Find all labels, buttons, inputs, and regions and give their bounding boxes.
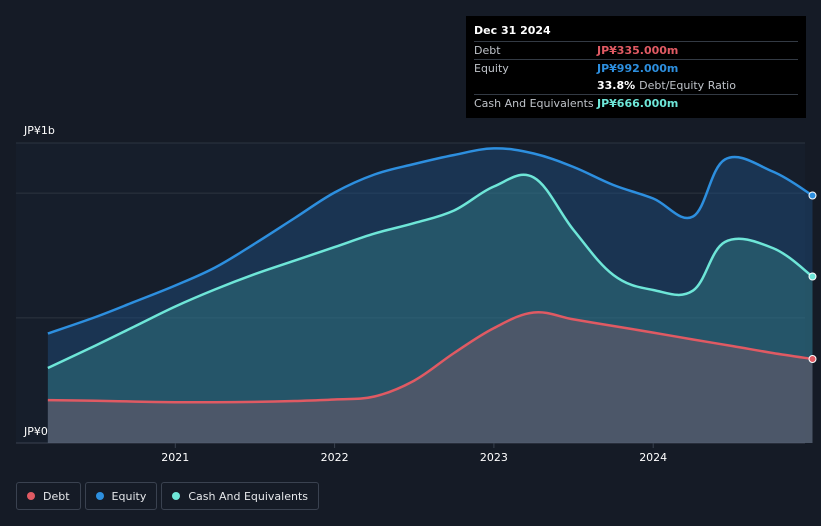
series-areas xyxy=(47,148,813,443)
tooltip-cash-row: Cash And Equivalents JP¥666.000m xyxy=(474,94,798,112)
tooltip-ratio-label: Debt/Equity Ratio xyxy=(639,79,736,92)
x-axis: 2021 2022 2023 2024 xyxy=(161,443,667,464)
legend-item-equity[interactable]: Equity xyxy=(84,482,158,510)
end-markers xyxy=(808,191,817,363)
series-lines xyxy=(47,147,814,404)
legend-dot-debt xyxy=(27,492,35,500)
tooltip-ratio-percent: 33.8% xyxy=(597,79,636,92)
tooltip-equity-row: Equity JP¥992.000m xyxy=(474,59,798,77)
tooltip-cash-value: JP¥666.000m xyxy=(597,97,679,110)
equity-line xyxy=(47,147,814,335)
tooltip-debt-value: JP¥335.000m xyxy=(597,44,679,57)
legend-item-cash[interactable]: Cash And Equivalents xyxy=(161,482,319,510)
legend-dot-equity xyxy=(95,492,104,500)
tooltip-ratio-row: 33.8% Debt/Equity Ratio xyxy=(474,77,798,94)
legend-label-equity: Equity xyxy=(111,489,147,503)
debt-area xyxy=(47,312,813,443)
y-tick-label: JP¥1b xyxy=(23,124,55,137)
tooltip-date: Dec 31 2024 xyxy=(474,24,551,37)
legend-label-debt: Debt xyxy=(43,489,70,503)
equity-end-marker xyxy=(808,191,817,200)
tooltip-panel: Dec 31 2024 Debt JP¥335.000m Equity JP¥9… xyxy=(466,16,806,118)
x-tick-label: 2024 xyxy=(639,451,667,464)
chart-legend: Debt Equity Cash And Equivalents xyxy=(16,482,323,510)
x-tick-label: 2021 xyxy=(161,451,189,464)
y-axis: JP¥1b JP¥0 xyxy=(23,124,55,438)
legend-label-cash: Cash And Equivalents xyxy=(188,489,308,503)
tooltip-debt-label: Debt xyxy=(474,44,501,57)
tooltip-cash-label: Cash And Equivalents xyxy=(474,97,594,110)
x-tick-label: 2022 xyxy=(321,451,349,464)
tooltip-equity-value: JP¥992.000m xyxy=(597,62,679,75)
debt-line xyxy=(47,310,813,404)
cash-end-marker xyxy=(808,272,817,281)
tooltip-equity-label: Equity xyxy=(474,62,509,75)
legend-item-debt[interactable]: Debt xyxy=(16,482,81,510)
x-tick-label: 2023 xyxy=(480,451,508,464)
legend-dot-cash xyxy=(172,492,181,500)
tooltip-debt-row: Debt JP¥335.000m xyxy=(474,41,798,59)
y-tick-label: JP¥0 xyxy=(23,425,48,438)
debt-end-marker xyxy=(808,355,817,363)
cash-line xyxy=(47,173,814,370)
